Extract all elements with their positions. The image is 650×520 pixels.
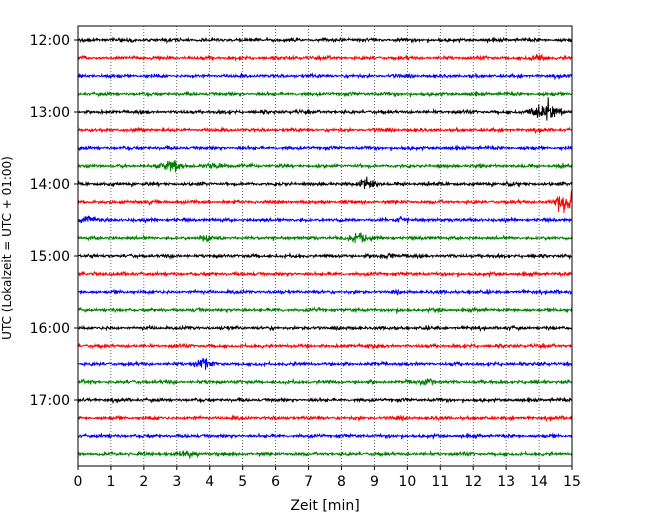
trace-group	[77, 36, 573, 459]
x-tick-label: 13	[497, 474, 515, 490]
trace-1515	[77, 270, 573, 279]
y-tick-label: 12:00	[30, 33, 70, 49]
trace-1415	[77, 190, 573, 214]
trace-1745	[77, 449, 573, 459]
trace-1400	[77, 176, 573, 189]
x-tick-label: 15	[563, 474, 581, 490]
x-tick-label: 10	[398, 474, 416, 490]
x-tick-label: 6	[271, 474, 280, 490]
trace-1245	[77, 90, 573, 98]
trace-1715	[77, 414, 573, 422]
x-tick-label: 0	[74, 474, 83, 490]
plot-frame	[77, 25, 573, 467]
x-tick-label: 2	[139, 474, 148, 490]
x-tick-label: 8	[337, 474, 346, 490]
trace-1645	[77, 377, 573, 387]
trace-1300	[77, 97, 573, 121]
trace-1615	[77, 342, 573, 351]
x-tick-label: 14	[530, 474, 548, 490]
trace-1445	[77, 231, 573, 243]
trace-1545	[77, 306, 573, 314]
y-axis-label: UTC (Lokalzeit = UTC + 01:00)	[0, 156, 14, 340]
x-tick-label: 3	[172, 474, 181, 490]
x-tick-label: 12	[464, 474, 482, 490]
y-tick-label: 16:00	[30, 321, 70, 337]
x-tick-label: 9	[370, 474, 379, 490]
trace-1530	[77, 288, 573, 297]
x-axis-label: Zeit [min]	[290, 498, 359, 514]
x-tick-label: 4	[205, 474, 214, 490]
trace-1345	[77, 159, 573, 173]
y-tick-label: 17:00	[30, 393, 70, 409]
trace-1430	[77, 215, 573, 224]
trace-1315	[77, 126, 573, 135]
x-tick-label: 1	[106, 474, 115, 490]
trace-1330	[77, 144, 573, 152]
y-axis-ticks: 12:00 13:00 14:00 15:00 16:00 17:00	[30, 33, 78, 409]
trace-1700	[77, 396, 573, 405]
y-tick-label: 14:00	[30, 177, 70, 193]
trace-1230	[77, 72, 573, 81]
y-tick-label: 15:00	[30, 249, 70, 265]
y-tick-label: 13:00	[30, 105, 70, 121]
trace-1215	[77, 53, 573, 62]
trace-1500	[77, 251, 573, 261]
trace-1730	[77, 432, 573, 441]
trace-1200	[77, 36, 573, 45]
x-tick-label: 7	[304, 474, 313, 490]
trace-1600	[77, 324, 573, 333]
x-tick-label: 5	[238, 474, 247, 490]
x-tick-label: 11	[431, 474, 449, 490]
trace-1630	[77, 358, 573, 370]
x-axis-ticks: 0 1 2 3 4 5 6 7 8 9 10 11 12 13 14 15	[74, 466, 581, 490]
